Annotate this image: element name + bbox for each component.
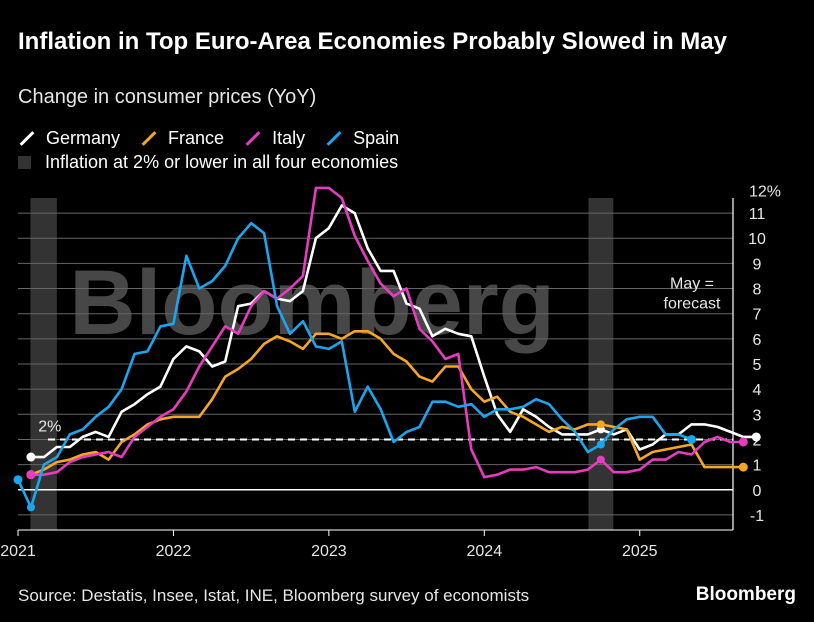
series-end-dot-italy (738, 437, 748, 447)
legend-label-italy: Italy (272, 127, 306, 148)
legend-row-shading: Inflation at 2% or lower in all four eco… (18, 150, 419, 174)
reference-line-label: 2% (38, 418, 61, 435)
y-tick-label-1: 1 (753, 458, 762, 475)
chart-subtitle: Change in consumer prices (YoY) (18, 86, 317, 108)
series-marker-italy-1 (26, 470, 35, 479)
series-line-spain (16, 221, 693, 509)
y-tick-label-5: 5 (753, 357, 762, 374)
legend-label-germany: Germany (46, 127, 121, 148)
y-tick-label-4: 4 (753, 382, 762, 399)
legend-label-france: France (168, 127, 225, 148)
series-end-dot-france (738, 462, 748, 472)
y-tick-label-10: 10 (748, 231, 766, 248)
chart-title: Inflation in Top Euro-Area Economies Pro… (18, 28, 727, 55)
y-tick-label-6: 6 (753, 332, 762, 349)
y-tick-label-8: 8 (753, 282, 762, 299)
series-marker-germany-1 (26, 453, 35, 462)
y-tick-label-9: 9 (753, 256, 762, 273)
y-tick-label-3: 3 (753, 407, 762, 424)
series-start-dot-spain (13, 475, 23, 485)
legend-label-shading: Inflation at 2% or lower in all four eco… (45, 151, 399, 172)
legend-item-italy: Italy (244, 128, 305, 149)
series-line-italy (30, 186, 744, 479)
legend-row-series: Germany France Italy Spain (18, 126, 419, 150)
series-marker-spain-1 (26, 503, 35, 512)
y-tick-label-7: 7 (753, 307, 762, 324)
forecast-annotation-line-2: forecast (664, 296, 721, 313)
series-line-france (30, 330, 744, 476)
y-tick-label-12: 12% (749, 183, 781, 200)
x-tick-label-2021: 2021 (0, 543, 36, 560)
x-tick-label-2025: 2025 (622, 543, 658, 560)
legend-label-spain: Spain (353, 127, 400, 148)
legend: Germany France Italy Spain Inflation at … (18, 126, 419, 174)
x-tick-label-2024: 2024 (467, 543, 503, 560)
series-marker-france-2 (596, 420, 605, 429)
legend-item-germany: Germany (18, 128, 120, 149)
series-end-dot-germany (751, 432, 761, 442)
forecast-annotation: May = forecast (664, 276, 721, 313)
y-tick-label-11: 11 (749, 206, 766, 223)
legend-item-spain: Spain (325, 128, 399, 149)
brand-logo: Bloomberg (695, 584, 796, 605)
x-tick-label-2023: 2023 (311, 543, 347, 560)
x-tick-label-2022: 2022 (156, 543, 192, 560)
series-marker-italy-2 (596, 455, 605, 464)
series-line-germany (30, 204, 757, 459)
series-marker-spain-2 (596, 440, 605, 449)
legend-swatch-shading (18, 155, 31, 169)
forecast-annotation-line-1: May = (670, 276, 714, 293)
series-end-dot-spain (687, 434, 697, 444)
source-note: Source: Destatis, Insee, Istat, INE, Blo… (18, 586, 530, 605)
y-tick-label-0: 0 (753, 483, 762, 500)
legend-item-france: France (140, 128, 224, 149)
y-tick-label--1: -1 (750, 508, 764, 525)
